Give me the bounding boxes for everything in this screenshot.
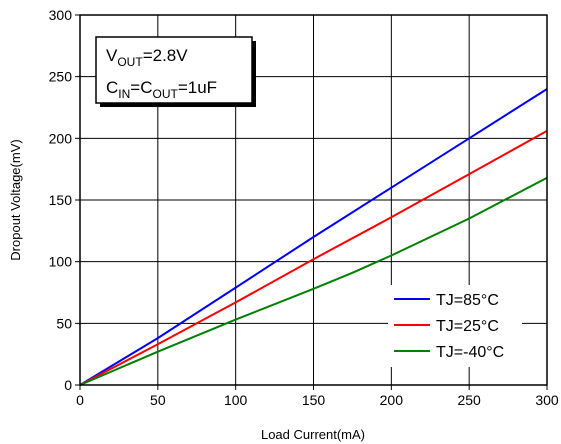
legend-label-0: TJ=85°C: [436, 292, 499, 309]
legend-label-2: TJ=-40°C: [436, 344, 504, 361]
y-tick-label: 250: [49, 69, 73, 85]
series-layer: [79, 88, 548, 386]
y-tick-label: 100: [49, 254, 73, 270]
conditions-annotation-box: VOUT=2.8V CIN=COUT=1uF: [95, 36, 256, 107]
x-tick-label: 0: [76, 392, 84, 408]
series-line-2: [79, 176, 548, 386]
x-tick-label: 250: [457, 392, 481, 408]
x-tick-label: 100: [224, 392, 248, 408]
y-tick-label: 200: [49, 130, 73, 146]
x-tick-label: 50: [150, 392, 166, 408]
annotation-capacitors: CIN=COUT=1uF: [106, 78, 217, 101]
legend-entries: TJ=85°C TJ=25°C TJ=-40°C: [394, 292, 504, 361]
x-tick-label: 150: [302, 392, 326, 408]
y-tick-label: 50: [56, 315, 72, 331]
legend-label-1: TJ=25°C: [436, 318, 499, 335]
x-tick-label: 200: [380, 392, 404, 408]
x-axis-title: Load Current(mA): [261, 427, 365, 442]
y-tick-label: 0: [64, 377, 72, 393]
tick-layer: 0 50 100 150 200 250 300 0 50 100 150 200 250 300: [49, 7, 559, 408]
legend: TJ=85°C TJ=25°C TJ=-40°C: [388, 285, 522, 367]
series-line-0: [79, 88, 548, 386]
series-line-1: [79, 130, 548, 386]
y-tick-label: 150: [49, 192, 73, 208]
annotation-vout: VOUT=2.8V: [106, 46, 188, 69]
x-tick-label: 300: [535, 392, 559, 408]
y-tick-label: 300: [49, 7, 73, 23]
y-axis-title: Dropout Voltage(mV): [8, 139, 23, 260]
annotation-box: [95, 36, 253, 104]
